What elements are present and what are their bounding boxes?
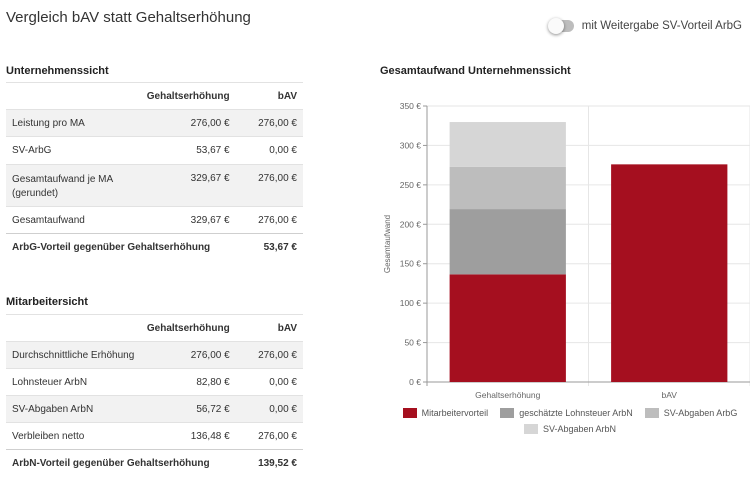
row-bav: 0,00 € [235, 368, 303, 396]
bar-segment [449, 274, 566, 382]
row-raise: 329,67 € [140, 206, 236, 234]
y-tick-label: 350 € [400, 101, 422, 111]
legend-swatch [500, 408, 515, 418]
table-row: Lohnsteuer ArbN 82,80 € 0,00 € [6, 368, 303, 396]
row-label: Leistung pro MA [6, 109, 141, 137]
row-label: Gesamtaufwand [6, 206, 141, 234]
header-bav: bAV [235, 82, 303, 110]
x-tick-label: Gehaltserhöhung [475, 390, 540, 400]
row-label: SV-ArbG [6, 136, 141, 165]
bar-segment [449, 209, 566, 275]
row-bav: 276,00 € [235, 422, 303, 450]
row-raise: 56,72 € [140, 395, 236, 423]
row-bav: 0,00 € [235, 395, 303, 423]
header-gehaltserhoehung: Gehaltserhöhung [140, 82, 236, 110]
row-label: Gesamtaufwand je MA (gerundet) [6, 164, 141, 207]
table-total-row: ArbG-Vorteil gegenüber Gehaltserhöhung 5… [6, 233, 303, 261]
total-value: 53,67 € [235, 233, 303, 261]
total-label: ArbN-Vorteil gegenüber Gehaltserhöhung [6, 449, 236, 477]
toggle-switch[interactable] [547, 18, 574, 34]
stacked-bar-chart: 0 € 50 € 100 € 150 € 200 € 250 € 300 € 350 € Ges… [383, 101, 750, 400]
total-label: ArbG-Vorteil gegenüber Gehaltserhöhung [6, 233, 236, 261]
table-row: SV-Abgaben ArbN 56,72 € 0,00 € [6, 395, 303, 423]
row-bav: 276,00 € [235, 341, 303, 369]
legend-item[interactable]: SV-Abgaben ArbN [523, 424, 617, 434]
employee-section-title: Mitarbeitersicht [6, 296, 88, 308]
row-raise: 276,00 € [140, 109, 236, 137]
row-raise: 329,67 € [140, 164, 236, 207]
table-row: Verbleiben netto 136,48 € 276,00 € [6, 422, 303, 450]
table-row: SV-ArbG 53,67 € 0,00 € [6, 136, 303, 165]
chart-legend: Mitarbeitervorteil geschätzte Lohnsteuer … [395, 408, 745, 440]
bar-segment [611, 164, 728, 382]
header-bav: bAV [235, 314, 303, 342]
table-row: Gesamtaufwand 329,67 € 276,00 € [6, 206, 303, 234]
row-label-line2: (gerundet) [12, 188, 59, 199]
toggle-label: mit Weitergabe SV-Vorteil ArbG [581, 20, 742, 32]
table-total-row: ArbN-Vorteil gegenüber Gehaltserhöhung 1… [6, 449, 303, 477]
row-raise: 82,80 € [140, 368, 236, 396]
legend-row: Mitarbeitervorteil geschätzte Lohnsteuer … [395, 408, 745, 418]
y-tick-label: 200 € [400, 219, 422, 229]
legend-swatch [644, 408, 659, 418]
y-axis-label: Gesamtaufwand [383, 215, 392, 273]
employee-table: Gehaltserhöhung bAV Durchschnittliche Er… [6, 314, 303, 477]
legend-label: geschätzte Lohnsteuer ArbN [519, 408, 633, 418]
y-tick-label: 100 € [400, 298, 422, 308]
row-bav: 0,00 € [235, 136, 303, 165]
legend-label: SV-Abgaben ArbG [663, 408, 738, 418]
legend-swatch [402, 408, 417, 418]
row-raise: 276,00 € [140, 341, 236, 369]
row-bav: 276,00 € [235, 164, 303, 207]
row-bav: 276,00 € [235, 109, 303, 137]
page-title: Vergleich bAV statt Gehaltserhöhung [6, 9, 251, 26]
bar-segment [449, 122, 566, 167]
row-label-line1: Gesamtaufwand je MA [12, 174, 114, 185]
row-raise: 136,48 € [140, 422, 236, 450]
row-label: Lohnsteuer ArbN [6, 368, 141, 396]
chart-title: Gesamtaufwand Unternehmenssicht [380, 65, 571, 77]
legend-item[interactable]: geschätzte Lohnsteuer ArbN [500, 408, 633, 418]
bar-segment [449, 166, 566, 210]
legend-item[interactable]: Mitarbeitervorteil [402, 408, 489, 418]
y-tick-label: 0 € [409, 377, 421, 387]
legend-label: Mitarbeitervorteil [421, 408, 489, 418]
y-tick-label: 50 € [404, 338, 421, 348]
table-row: Gesamtaufwand je MA (gerundet) 329,67 € … [6, 164, 303, 207]
legend-row: SV-Abgaben ArbN [395, 424, 745, 434]
x-tick-label: bAV [662, 390, 678, 400]
legend-swatch [523, 424, 538, 434]
company-section-title: Unternehmenssicht [6, 65, 109, 77]
company-table: Gehaltserhöhung bAV Leistung pro MA 276,… [6, 82, 303, 261]
toggle-knob[interactable] [547, 18, 564, 34]
header-empty [6, 314, 141, 342]
y-tick-label: 300 € [400, 140, 422, 150]
table-row: Leistung pro MA 276,00 € 276,00 € [6, 109, 303, 137]
row-label: Verbleiben netto [6, 422, 141, 450]
row-label: Durchschnittliche Erhöhung [6, 341, 141, 369]
sv-vorteil-toggle[interactable]: mit Weitergabe SV-Vorteil ArbG [547, 18, 742, 34]
y-tick-label: 250 € [400, 180, 422, 190]
table-row: Durchschnittliche Erhöhung 276,00 € 276,… [6, 341, 303, 369]
header-gehaltserhoehung: Gehaltserhöhung [140, 314, 236, 342]
y-tick-label: 150 € [400, 259, 422, 269]
total-value: 139,52 € [235, 449, 303, 477]
row-raise: 53,67 € [140, 136, 236, 165]
row-label: SV-Abgaben ArbN [6, 395, 141, 423]
legend-item[interactable]: SV-Abgaben ArbG [644, 408, 738, 418]
row-bav: 276,00 € [235, 206, 303, 234]
legend-label: SV-Abgaben ArbN [542, 424, 617, 434]
header-empty [6, 82, 141, 110]
